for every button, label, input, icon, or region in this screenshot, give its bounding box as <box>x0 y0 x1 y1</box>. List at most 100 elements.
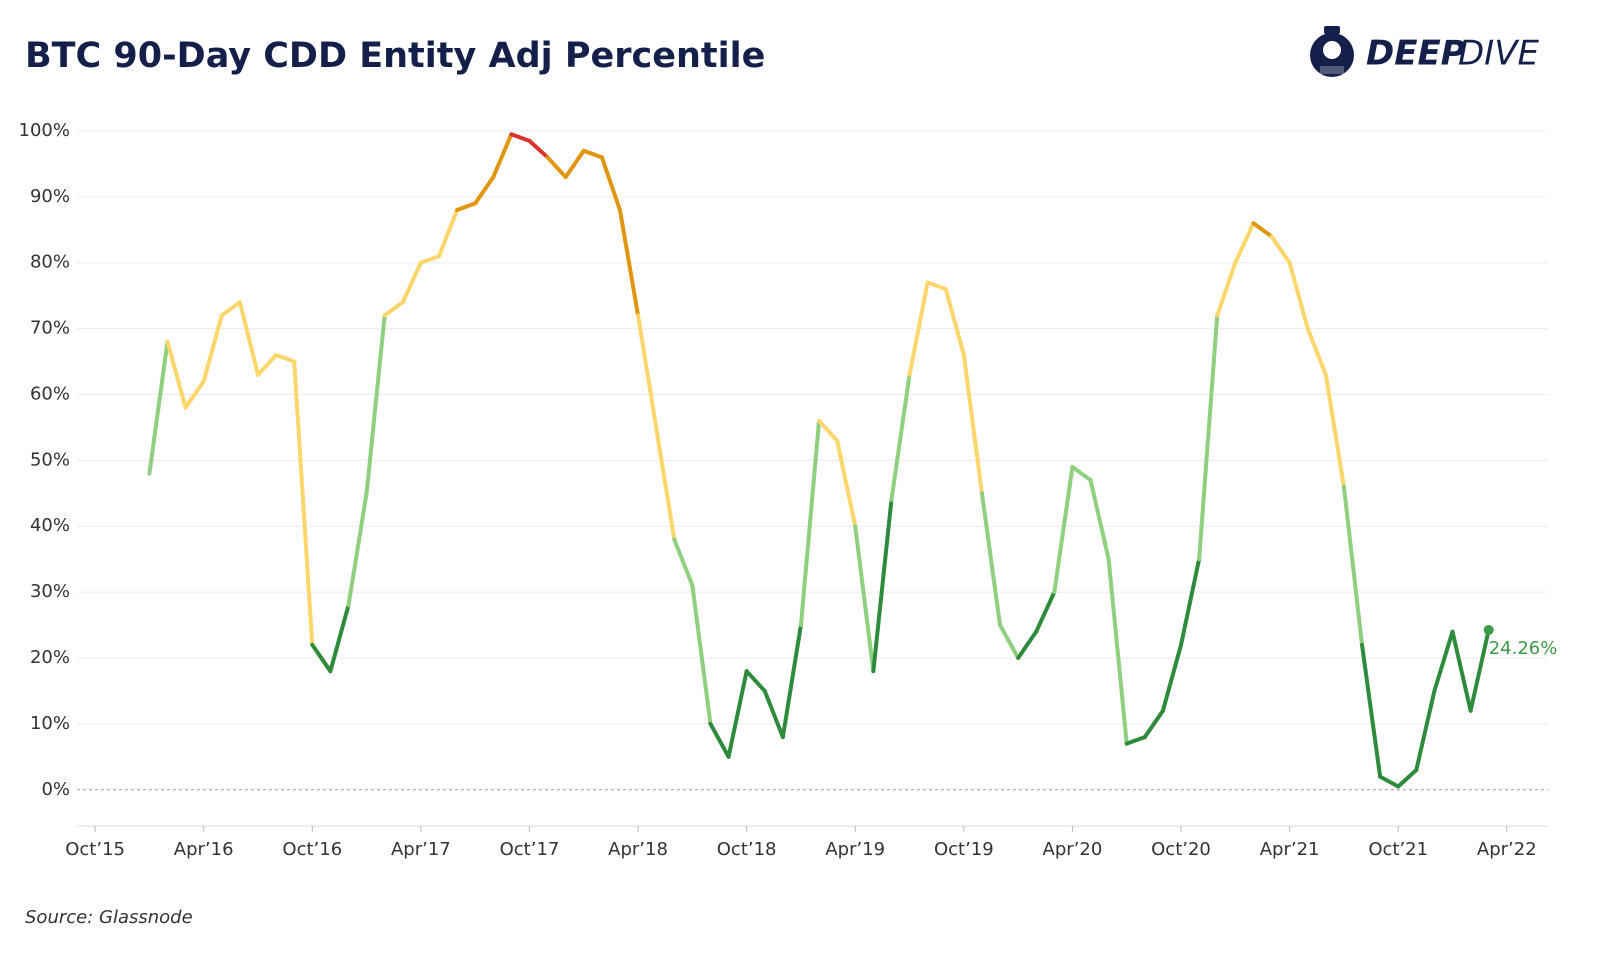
line-segment <box>1088 478 1111 562</box>
line-segment <box>672 537 695 588</box>
line-segment <box>798 418 822 628</box>
line-segment <box>599 155 622 213</box>
brand-deep: DEEP <box>1366 34 1466 74</box>
x-tick-label: Apr’18 <box>608 839 668 860</box>
line-segment <box>907 280 930 377</box>
line-segment <box>889 372 912 502</box>
line-segment <box>617 208 641 318</box>
line-segment <box>1251 221 1274 239</box>
line-segment <box>961 352 984 496</box>
line-segment <box>527 138 550 160</box>
x-tick-label: Oct’19 <box>934 839 994 860</box>
line-segment <box>1052 464 1075 595</box>
line-segment <box>328 603 351 674</box>
x-tick-label: Apr’17 <box>391 839 451 860</box>
line-segment <box>1396 768 1419 789</box>
brand-dive: DIVE <box>1458 34 1539 74</box>
chart-title: BTC 90-Day CDD Entity Adj Percentile <box>25 36 765 76</box>
line-segment <box>1468 627 1491 713</box>
line-segment <box>1287 260 1310 331</box>
line-segment <box>762 688 785 740</box>
line-segment <box>165 339 188 410</box>
line-segment <box>400 260 423 305</box>
line-segment <box>1360 642 1383 779</box>
line-segment <box>436 208 460 259</box>
line-segment <box>943 287 966 357</box>
x-tick-label: Oct’15 <box>65 839 125 860</box>
line-segment <box>509 132 532 143</box>
line-segment <box>563 148 586 180</box>
line-segment <box>1414 688 1437 773</box>
line-segment <box>1142 708 1165 740</box>
line-segment <box>1160 642 1184 713</box>
line-segment <box>1341 484 1365 647</box>
source-note: Source: Glassnode <box>25 907 193 928</box>
line-segment <box>455 201 478 213</box>
y-tick-label: 70% <box>30 318 70 339</box>
line-segment <box>418 254 441 265</box>
line-segment <box>780 623 803 740</box>
line-segment <box>274 352 297 364</box>
line-segment <box>1179 557 1202 647</box>
x-tick-label: Apr’19 <box>825 839 885 860</box>
y-tick-label: 40% <box>30 515 70 536</box>
line-segment <box>491 132 514 180</box>
line-segment <box>1070 464 1093 483</box>
line-segment <box>835 438 858 529</box>
line-segment <box>1432 629 1455 693</box>
x-tick-label: Apr’20 <box>1043 839 1103 860</box>
line-segment <box>1197 313 1220 562</box>
line-segment <box>292 359 315 647</box>
line-segment <box>237 300 260 377</box>
x-tick-label: Oct’17 <box>500 839 560 860</box>
line-segment <box>708 721 731 759</box>
line-segment <box>979 491 1003 628</box>
line-segment <box>1305 326 1328 377</box>
line-segment <box>219 300 242 318</box>
line-segment <box>998 623 1021 661</box>
line-segment <box>346 491 369 608</box>
line-segment <box>1378 774 1401 789</box>
y-tick-label: 50% <box>30 449 70 470</box>
x-tick-label: Oct’20 <box>1151 839 1211 860</box>
line-segment <box>636 313 659 430</box>
line-segment <box>581 148 604 160</box>
y-tick-label: 90% <box>30 186 70 207</box>
y-tick-label: 100% <box>19 120 70 141</box>
line-segment <box>1124 735 1147 746</box>
line-segment <box>382 300 405 318</box>
y-tick-label: 30% <box>30 581 70 602</box>
y-tick-label: 60% <box>30 383 70 404</box>
x-tick-label: Apr’16 <box>174 839 234 860</box>
y-tick-label: 10% <box>30 713 70 734</box>
line-segment <box>364 313 387 496</box>
line-segment <box>817 418 840 443</box>
x-tick-label: Oct’16 <box>282 839 342 860</box>
line-segment <box>1269 234 1292 265</box>
line-segment <box>1106 557 1129 746</box>
x-tick-label: Apr’22 <box>1477 839 1537 860</box>
line-segment <box>545 155 568 180</box>
line-segment <box>147 339 170 476</box>
logo-icon <box>1310 26 1354 77</box>
line-segment <box>925 280 948 292</box>
line-segment <box>871 497 894 674</box>
line-segment <box>183 379 206 410</box>
x-tick-label: Oct’18 <box>717 839 777 860</box>
x-tick-label: Oct’21 <box>1368 839 1428 860</box>
line-segment <box>1215 260 1238 318</box>
end-marker <box>1483 624 1494 635</box>
line-segment <box>853 524 876 674</box>
line-segment <box>1450 629 1473 713</box>
line-segment <box>654 425 677 542</box>
y-tick-label: 80% <box>30 252 70 273</box>
x-tick-label: Apr’21 <box>1260 839 1320 860</box>
line-segment <box>690 583 713 726</box>
line-segment <box>473 175 496 206</box>
y-tick-label: 0% <box>41 779 70 800</box>
line-segment <box>255 352 279 377</box>
value-label: 24.26% <box>1489 638 1558 659</box>
line-segment <box>201 313 224 384</box>
line-segment <box>1016 629 1039 661</box>
